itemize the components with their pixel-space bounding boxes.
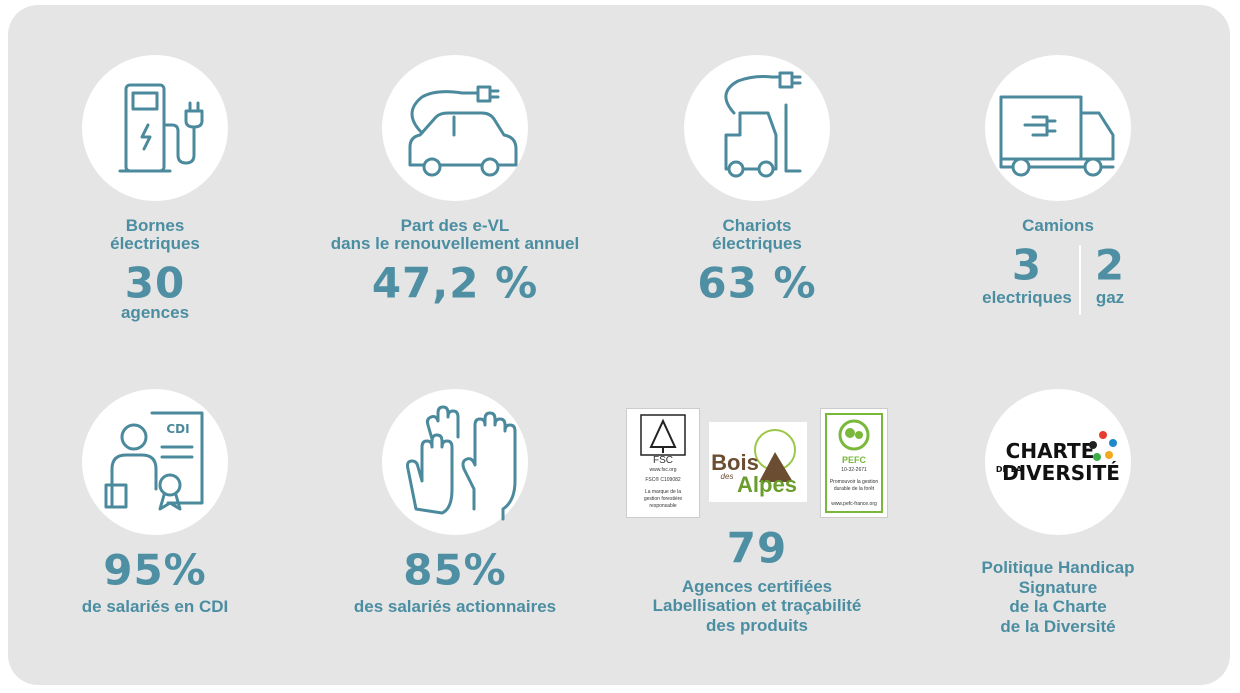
separator (1079, 245, 1081, 315)
label: de salariés en CDI (81, 597, 229, 616)
label: Chariots (722, 216, 792, 235)
logo-text: DE LA (995, 465, 1023, 474)
label: de la Diversité (1000, 617, 1116, 636)
logo-bois: Bois des Alpes (709, 422, 807, 502)
logo-text: durable de la forêt (833, 486, 875, 492)
label: electriques (982, 288, 1072, 307)
label: Camions (1022, 216, 1094, 235)
label: gaz (1095, 288, 1125, 307)
charger-svg (118, 83, 204, 173)
label: Part des e-VL (400, 216, 510, 235)
logo-text: La marque de la (644, 489, 682, 495)
stat-value: 2 (1094, 240, 1126, 290)
label: Agences certifiées (681, 577, 833, 596)
logo-pefc: PEFC 10-32-2671 Promouvoir la gestion du… (820, 408, 888, 518)
bois-mountain (754, 429, 796, 482)
label: des produits (705, 616, 809, 635)
label: des salariés actionnaires (353, 597, 557, 616)
pefc-trees (838, 419, 870, 451)
label: Signature (1018, 578, 1098, 597)
label: Bornes (125, 216, 185, 235)
unit: agences (120, 303, 190, 322)
icon-forklift (684, 55, 830, 201)
fsc-tree (640, 414, 686, 456)
stat-value: 63 % (697, 258, 817, 308)
label: Labellisation et traçabilité (652, 596, 862, 615)
logo-text: PEFC (841, 455, 867, 465)
pefc-frame (825, 413, 883, 513)
label: Politique Handicap (981, 558, 1135, 577)
cdi-svg: CDI (104, 411, 204, 511)
logo-text: Promouvoir la gestion (829, 479, 879, 485)
logo-text: Bois (711, 450, 759, 475)
stat-value: 79 (726, 523, 788, 573)
logo-text: des (720, 472, 734, 481)
stat-value: 30 (124, 258, 186, 308)
logo-text: DIVERSITÉ (1002, 461, 1120, 485)
logo-text: FSC® C109082 (645, 477, 681, 483)
logo-stars (1089, 431, 1117, 461)
logo-text: www.fsc.org (649, 467, 677, 473)
logo-text: CHARTE (1005, 439, 1095, 463)
icon-charger (82, 55, 228, 201)
logo-fsc: FSC www.fsc.org FSC® C109082 La marque d… (626, 408, 700, 518)
forklift-svg (724, 71, 802, 178)
label: dans le renouvellement annuel (330, 234, 580, 253)
icon-cdi: CDI (82, 389, 228, 535)
label: de la Charte (1009, 597, 1107, 616)
icon-hands (382, 389, 528, 535)
icon-text: CDI (166, 422, 189, 436)
truck-svg (999, 95, 1115, 177)
stat-value: 47,2 % (371, 258, 539, 308)
stat-value: 3 (1011, 240, 1043, 290)
logo-text: Alpes (737, 472, 797, 497)
logo-text: gestion forestière (643, 496, 683, 502)
stat-value: 95% (103, 545, 207, 595)
logo-text: responsable (649, 503, 677, 509)
label: électriques (712, 234, 802, 253)
icon-ecar (382, 55, 528, 201)
icon-truck (985, 55, 1131, 201)
stat-value: 85% (403, 545, 507, 595)
hands-svg (406, 405, 517, 521)
ecar-svg (408, 85, 518, 177)
logo-diversite: CHARTE DE LA DIVERSITÉ (985, 389, 1131, 535)
logo-text: 10-32-2671 (841, 467, 867, 473)
logo-text: www.pefc-france.org (831, 501, 877, 507)
label: électriques (110, 234, 200, 253)
logo-text: FSC (653, 455, 673, 466)
